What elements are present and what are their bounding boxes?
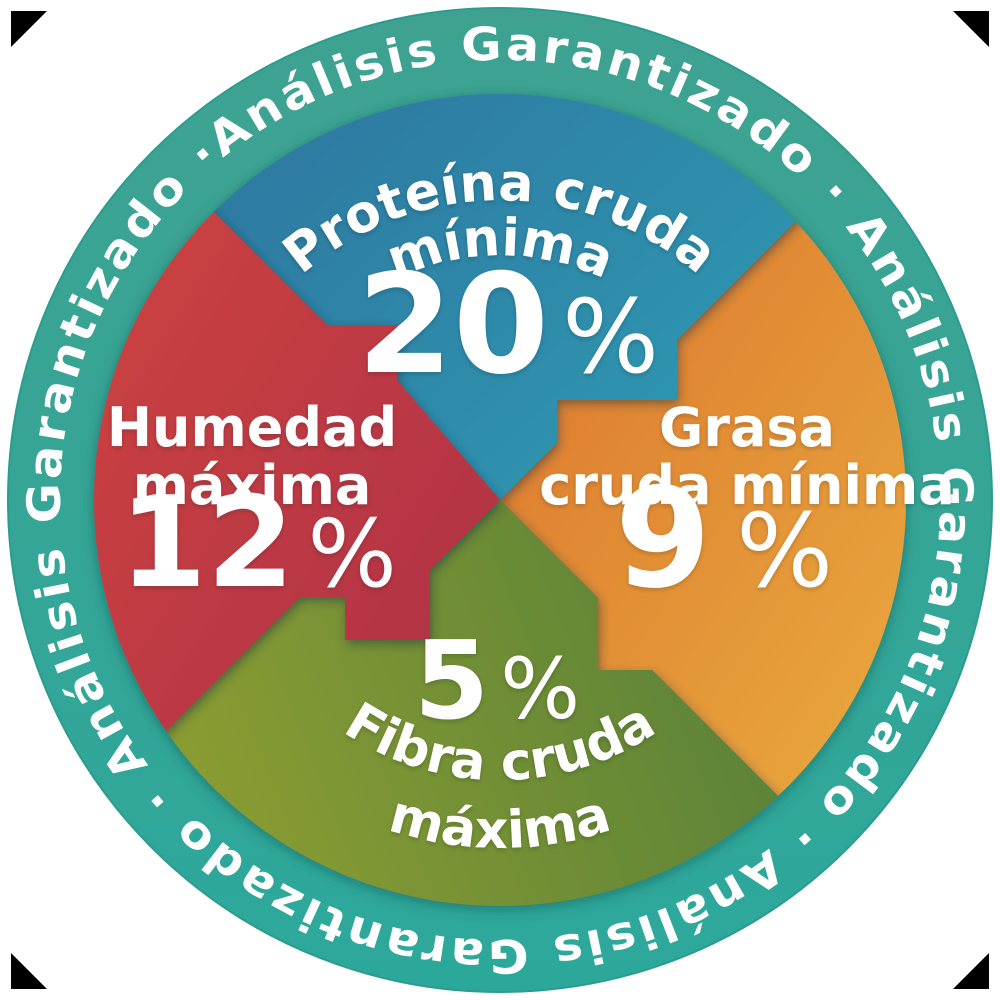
- percent-sign: %: [500, 640, 580, 738]
- corner-mark-top-left-icon: [11, 11, 47, 47]
- percent-sign: %: [308, 500, 397, 609]
- grasa-label-line1: Grasa: [659, 396, 835, 459]
- quadrant-grasa: [500, 94, 906, 906]
- proteina-value: 20 %: [357, 244, 659, 405]
- grasa-label-line2: cruda mínima: [539, 454, 954, 517]
- humedad-label-line1: Humedad: [107, 396, 397, 459]
- corner-mark-top-right-icon: [953, 11, 989, 47]
- corner-mark-bottom-left-icon: [11, 953, 47, 989]
- grasa-value: 9 %: [615, 458, 833, 619]
- humedad-label-line2: máxima: [133, 454, 372, 517]
- quadrant-humedad: [94, 94, 500, 906]
- quadrant-proteina: [94, 94, 906, 500]
- fibra-value: 5 %: [414, 619, 580, 744]
- percent-sign: %: [562, 278, 659, 397]
- corner-mark-bottom-right-icon: [953, 953, 989, 989]
- percent-sign: %: [736, 492, 833, 611]
- humedad-value: 12 %: [119, 469, 397, 616]
- quadrant-fibra: [94, 500, 906, 906]
